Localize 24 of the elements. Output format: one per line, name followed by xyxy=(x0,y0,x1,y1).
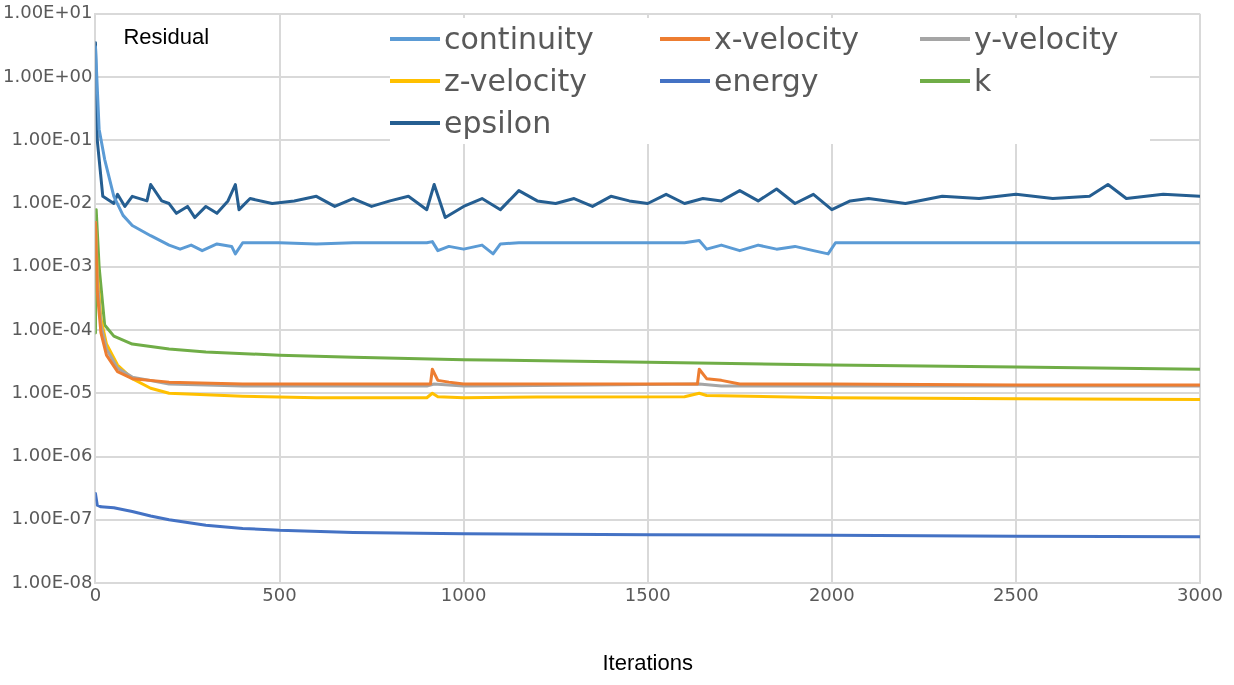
legend-label: y-velocity xyxy=(974,21,1119,57)
x-tick-label: 2000 xyxy=(808,584,855,606)
legend-label: epsilon xyxy=(444,105,552,141)
legend-label: x-velocity xyxy=(714,21,860,57)
x-tick-label: 500 xyxy=(262,584,297,606)
x-tick-label: 2500 xyxy=(993,584,1039,606)
x-tick-label: 3000 xyxy=(1177,584,1223,606)
y-tick-label: 1.00E-01 xyxy=(11,127,93,149)
y-tick-label: 1.00E-07 xyxy=(11,507,93,529)
y-tick-label: 1.00E-04 xyxy=(11,317,93,339)
legend-label: z-velocity xyxy=(444,63,588,99)
y-tick-label: 1.00E-03 xyxy=(11,254,93,276)
x-axis-title: Iterations xyxy=(602,649,693,675)
legend-label: continuity xyxy=(444,21,594,57)
y-tick-label: 1.00E+01 xyxy=(3,1,93,23)
y-tick-label: 1.00E+00 xyxy=(3,64,93,86)
legend-label: k xyxy=(974,63,992,99)
y-tick-label: 1.00E-05 xyxy=(11,380,93,402)
y-axis-title: Residual xyxy=(99,19,234,54)
legend-label: energy xyxy=(714,63,819,99)
x-tick-label: 1000 xyxy=(440,584,487,606)
y-tick-label: 1.00E-02 xyxy=(11,191,93,213)
y-tick-label: 1.00E-06 xyxy=(11,444,93,466)
x-tick-label: 1500 xyxy=(624,584,671,606)
